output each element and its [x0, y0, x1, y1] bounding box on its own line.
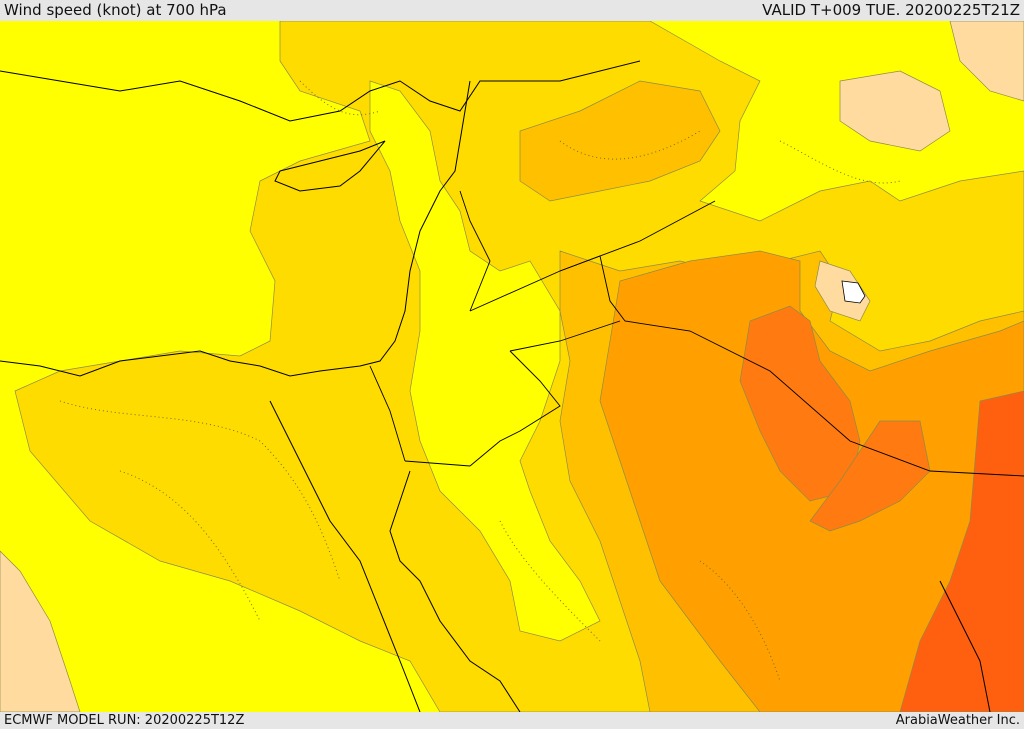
field-calm-east [839, 70, 951, 152]
model-run: ECMWF MODEL RUN: 20200225T12Z [4, 713, 245, 728]
field-calm-northeast [949, 21, 1024, 102]
field-band-medium-north [519, 80, 721, 202]
calm-spot [841, 280, 866, 304]
field-band-yellow-tongue [369, 80, 601, 642]
field-band-darkest-southeast [899, 390, 1024, 712]
field-band-darker [809, 420, 931, 532]
credit: ArabiaWeather Inc. [895, 713, 1020, 728]
field-calm-iraq [814, 260, 871, 322]
dotted-contours [59, 80, 901, 682]
map-header: Wind speed (knot) at 700 hPa VALID T+009… [0, 0, 1024, 21]
country-borders [369, 190, 1024, 477]
map-footer: ECMWF MODEL RUN: 20200225T12Z ArabiaWeat… [0, 712, 1024, 729]
wind-speed-map[interactable] [0, 21, 1024, 712]
valid-time: VALID T+009 TUE. 20200225T21Z [762, 1, 1020, 19]
coastlines [0, 60, 991, 712]
map-title: Wind speed (knot) at 700 hPa [4, 1, 227, 19]
field-calm-southwest [0, 550, 81, 712]
map-canvas [0, 21, 1024, 712]
